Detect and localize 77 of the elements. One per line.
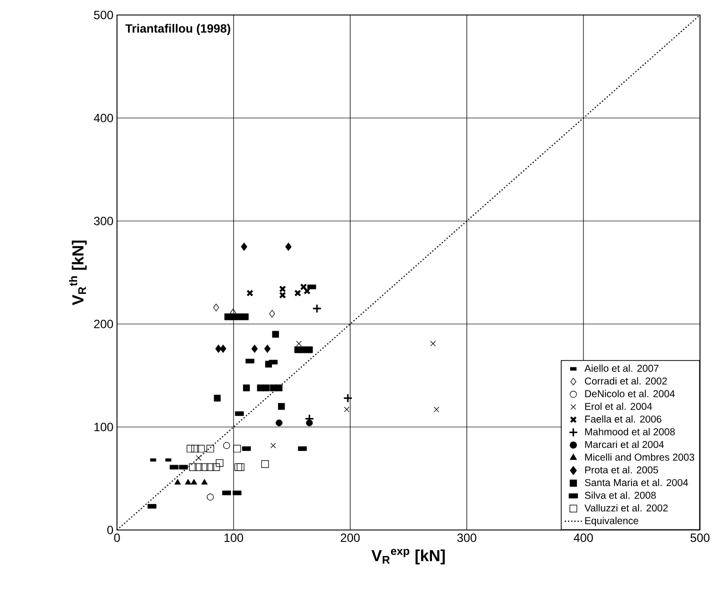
point (240, 242, 248, 251)
y-tick-label: 500 (94, 10, 114, 20)
legend-label: Prota et al. 2005 (585, 466, 658, 474)
x-tick-label: 100 (224, 534, 244, 542)
point (251, 344, 258, 353)
legend-label: Aiello et al. 2007 (584, 364, 659, 372)
point (300, 283, 308, 290)
point (223, 442, 230, 450)
point (213, 304, 220, 312)
point (191, 444, 199, 452)
legend-label: Mahmood et al 2008 (585, 428, 675, 436)
point (269, 310, 275, 318)
point (294, 346, 302, 354)
legend-label: Santa Maria et al. 2004 (584, 478, 688, 486)
legend-label: Faella et al. 2006 (585, 415, 662, 423)
point (285, 242, 292, 251)
legend-label: Marcari et al 2004 (585, 440, 664, 448)
y-tick-label: 300 (94, 216, 114, 226)
point (234, 463, 242, 471)
point (189, 463, 197, 471)
point (312, 304, 322, 314)
x-tick-label: 0 (114, 534, 120, 542)
point (270, 384, 277, 392)
point (261, 460, 269, 468)
point (236, 463, 244, 471)
point (294, 290, 302, 297)
point (262, 384, 270, 392)
legend-label: Silva et al. 2008 (584, 492, 656, 499)
point (264, 344, 271, 353)
point (242, 313, 249, 320)
point (233, 444, 241, 452)
legend-label: Equivalence (585, 516, 638, 526)
y-tick-label: 400 (94, 114, 114, 122)
point (230, 313, 237, 320)
point (214, 394, 221, 402)
point (246, 290, 254, 297)
y-axis-title: V$_{R}$$^{th}$ [kN] (69, 240, 87, 306)
point (184, 478, 192, 485)
point (343, 393, 353, 403)
x-axis-title: V$_{R}$$^{exp}$ [kN] (371, 548, 445, 564)
legend-label: Valluzzi et al. 2002 (584, 504, 668, 512)
x-tick-label: 400 (574, 534, 593, 542)
legend-label: Micelli and Ombres 2003 (585, 453, 694, 461)
legend-label: Corradi et al. 2002 (584, 377, 667, 385)
legend-label: Erol et al. 2004 (585, 402, 652, 410)
point (197, 444, 205, 452)
y-tick-label: 200 (94, 320, 114, 328)
point (243, 384, 250, 392)
point (206, 444, 214, 452)
point (212, 463, 220, 471)
point (306, 346, 313, 354)
point (272, 330, 279, 338)
point (278, 403, 285, 410)
point (300, 346, 307, 354)
point (206, 494, 214, 501)
text: Triantafillou (1998) (125, 24, 230, 36)
point (270, 442, 276, 448)
point (216, 459, 224, 467)
point (276, 384, 282, 392)
x-tick-label: 500 (690, 534, 710, 542)
x-tick-label: 200 (340, 534, 360, 542)
point (186, 444, 194, 452)
point (279, 286, 286, 292)
legend-label: DeNicolo et al. 2004 (585, 390, 675, 398)
point (206, 463, 214, 471)
y-tick-label: 100 (94, 422, 114, 432)
point (220, 344, 226, 353)
point (194, 463, 202, 471)
x-tick-label: 300 (457, 534, 476, 542)
point (279, 292, 286, 299)
y-tick-label: 0 (107, 526, 114, 534)
point (174, 478, 181, 485)
point (306, 419, 313, 426)
point (200, 463, 208, 471)
point (201, 478, 208, 485)
point (190, 478, 198, 485)
point (276, 419, 282, 426)
